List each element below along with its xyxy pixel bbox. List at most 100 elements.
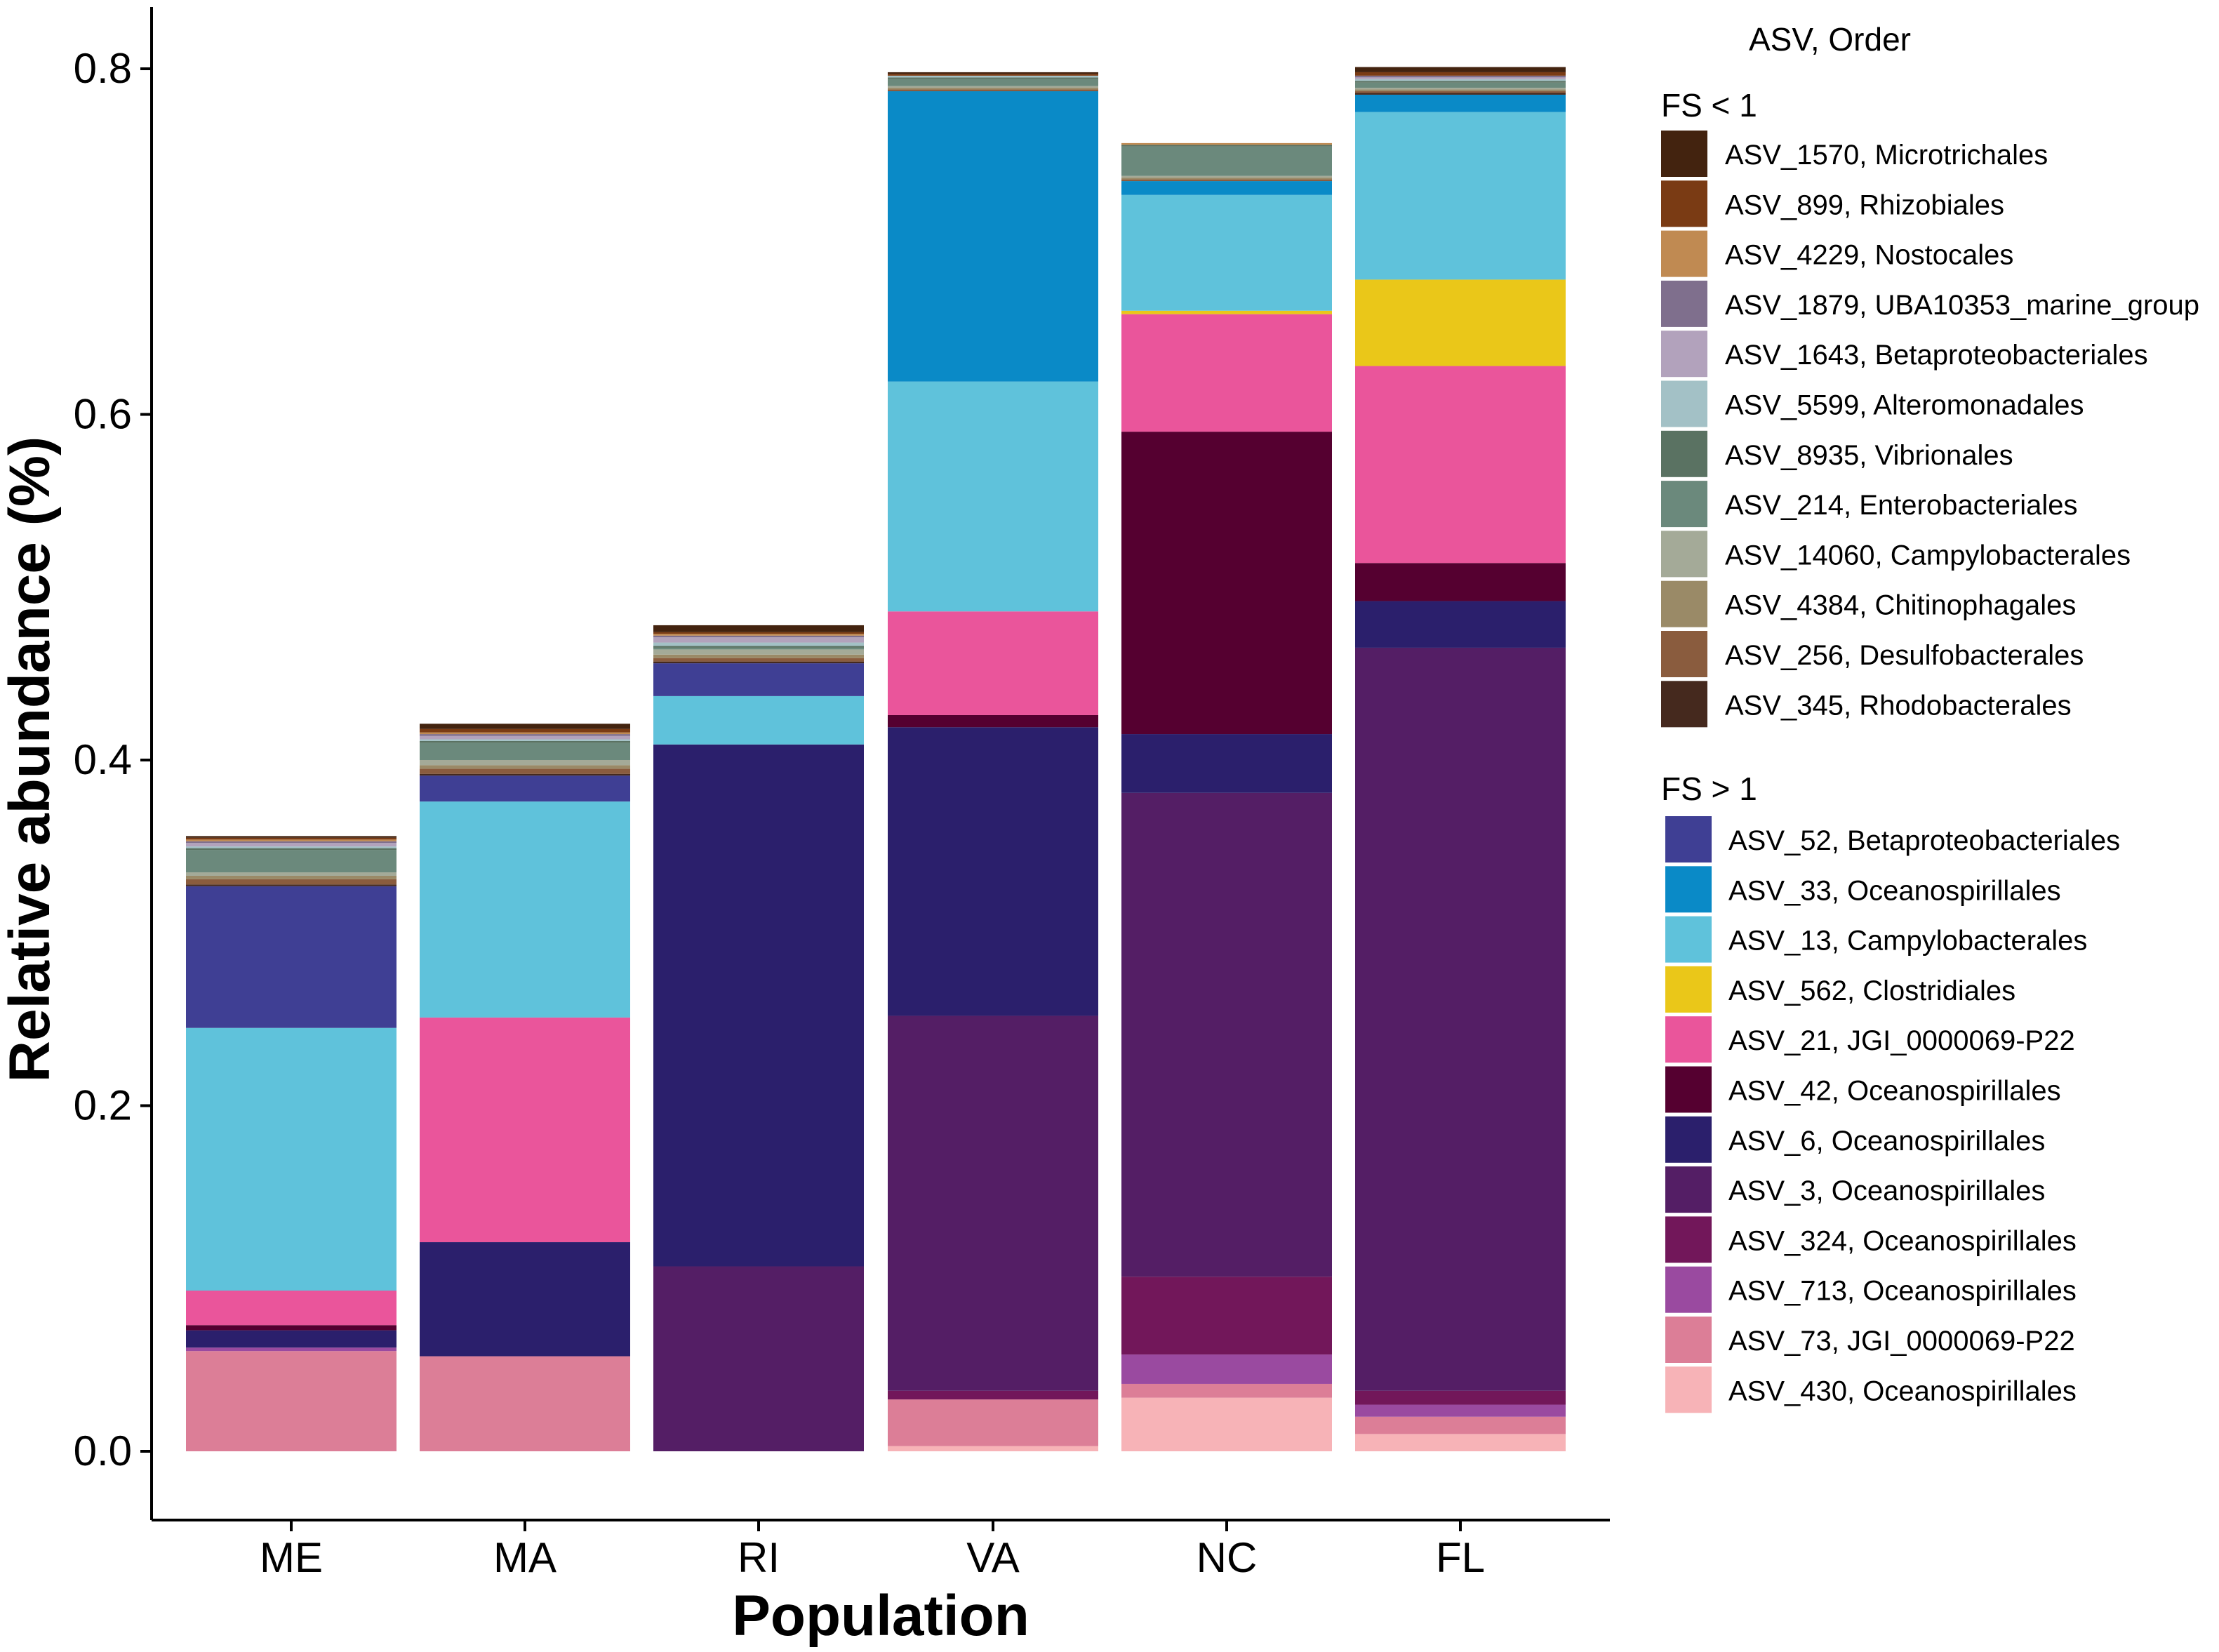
x-axis-title: Population xyxy=(732,1584,1029,1648)
x-tick-label: ME xyxy=(260,1534,323,1581)
legend-key-asv-256 xyxy=(1661,631,1707,677)
legend-key-asv-324 xyxy=(1665,1216,1712,1263)
legend-label: ASV_5599, Alteromonadales xyxy=(1725,390,2084,421)
bar-segment-fl-asv-256 xyxy=(1355,91,1566,93)
bar-segment-nc-asv-4384 xyxy=(1121,178,1332,180)
bar-segment-va-asv-6 xyxy=(888,727,1098,1016)
legend-label: ASV_1570, Microtrichales xyxy=(1725,140,2048,171)
legend-label: ASV_21, JGI_0000069-P22 xyxy=(1728,1025,2075,1056)
bar-segment-va-asv-33 xyxy=(888,91,1098,382)
bar-segment-me-asv-21 xyxy=(186,1290,397,1326)
bar-segment-ma-asv-4384 xyxy=(420,765,630,769)
bar-segment-fl-asv-4384 xyxy=(1355,89,1566,92)
bar-segment-ma-asv-8935 xyxy=(420,740,630,743)
bar-segment-me-asv-5599 xyxy=(186,846,397,848)
bar-segment-fl-asv-1643 xyxy=(1355,77,1566,79)
legend-label: ASV_73, JGI_0000069-P22 xyxy=(1728,1326,2075,1357)
legend-key-asv-1643 xyxy=(1661,331,1707,378)
bar-segment-ri-asv-899 xyxy=(653,632,864,634)
legend-key-asv-345 xyxy=(1661,681,1707,728)
bar-segment-fl-asv-899 xyxy=(1355,72,1566,76)
legend-key-asv-14060 xyxy=(1661,531,1707,578)
bar-stack-va xyxy=(888,72,1098,1451)
y-tick-label: 0.2 xyxy=(74,1082,132,1129)
bar-segment-ri-asv-1879 xyxy=(653,635,864,638)
legend-key-asv-899 xyxy=(1661,180,1707,227)
legend-group-title: FS < 1 xyxy=(1661,87,1757,124)
legend-key-asv-562 xyxy=(1665,966,1712,1013)
y-axis-title: Relative abundance (%) xyxy=(0,437,62,1082)
bar-segment-fl-asv-5599 xyxy=(1355,79,1566,81)
bar-segment-me-asv-214 xyxy=(186,850,397,873)
legend-key-asv-73 xyxy=(1665,1317,1712,1363)
bar-segment-va-asv-256 xyxy=(888,89,1098,92)
bar-segment-va-asv-13 xyxy=(888,381,1098,612)
bar-segment-me-asv-42 xyxy=(186,1325,397,1331)
legend-label: ASV_430, Oceanospirillales xyxy=(1728,1375,2077,1406)
bar-segment-ma-asv-73 xyxy=(420,1356,630,1451)
bar-segment-nc-asv-256 xyxy=(1121,179,1332,182)
bar-segment-me-asv-1879 xyxy=(186,841,397,844)
bar-segment-ma-asv-14060 xyxy=(420,760,630,766)
bar-segment-ri-asv-13 xyxy=(653,695,864,745)
bar-segment-va-asv-4384 xyxy=(888,88,1098,90)
legend-key-asv-6 xyxy=(1665,1116,1712,1163)
bar-segment-fl-asv-13 xyxy=(1355,112,1566,280)
bar-segment-nc-asv-324 xyxy=(1121,1277,1332,1355)
bar-segment-fl-asv-6 xyxy=(1355,601,1566,648)
bar-segment-fl-asv-14060 xyxy=(1355,88,1566,90)
legend-label: ASV_1879, UBA10353_marine_group xyxy=(1725,290,2199,321)
bar-segment-ma-asv-899 xyxy=(420,728,630,733)
legend-key-asv-1570 xyxy=(1661,131,1707,177)
bar-segment-va-asv-430 xyxy=(888,1446,1098,1451)
bar-segment-fl-asv-1879 xyxy=(1355,75,1566,78)
bar-segment-ri-asv-14060 xyxy=(653,649,864,655)
legend-key-asv-4384 xyxy=(1661,580,1707,627)
bar-segment-fl-asv-214 xyxy=(1355,82,1566,88)
bar-segment-ri-asv-214 xyxy=(653,647,864,650)
bar-segment-me-asv-713 xyxy=(186,1347,397,1352)
bar-segment-nc-asv-8935 xyxy=(1121,145,1332,147)
bar-segment-me-asv-256 xyxy=(186,879,397,885)
bar-segment-me-asv-14060 xyxy=(186,872,397,876)
legend-label: ASV_324, Oceanospirillales xyxy=(1728,1225,2077,1256)
bar-segment-ma-asv-13 xyxy=(420,801,630,1018)
bar-segment-ri-asv-256 xyxy=(653,658,864,662)
legend-key-asv-13 xyxy=(1665,916,1712,963)
bar-segment-fl-asv-713 xyxy=(1355,1404,1566,1417)
bar-segment-nc-asv-6 xyxy=(1121,734,1332,793)
bar-stack-nc xyxy=(1121,142,1332,1451)
legend-label: ASV_14060, Campylobacterales xyxy=(1725,540,2131,571)
legend-key-asv-21 xyxy=(1665,1016,1712,1063)
bar-segment-me-asv-73 xyxy=(186,1351,397,1451)
bar-segment-me-asv-1570 xyxy=(186,836,397,838)
bar-segment-nc-asv-562 xyxy=(1121,310,1332,314)
bar-segment-me-asv-1643 xyxy=(186,843,397,847)
bar-segment-va-asv-214 xyxy=(888,79,1098,86)
bar-segment-me-asv-8935 xyxy=(186,848,397,851)
bar-segment-nc-asv-4229 xyxy=(1121,142,1332,145)
y-tick-label: 0.6 xyxy=(74,391,132,438)
legend-title: ASV, Order xyxy=(1749,21,1911,58)
bar-segment-fl-asv-1570 xyxy=(1355,67,1566,72)
legend-key-asv-3 xyxy=(1665,1166,1712,1213)
bar-segment-ma-asv-1570 xyxy=(420,724,630,729)
bar-segment-ma-asv-21 xyxy=(420,1017,630,1243)
bar-segment-ri-asv-8935 xyxy=(653,646,864,648)
bar-segment-ri-asv-1570 xyxy=(653,625,864,632)
bar-segment-nc-asv-713 xyxy=(1121,1354,1332,1384)
x-tick-label: NC xyxy=(1197,1534,1258,1581)
legend-label: ASV_52, Betaproteobacteriales xyxy=(1728,825,2120,856)
bar-segment-ma-asv-1879 xyxy=(420,734,630,736)
bar-segment-ri-asv-345 xyxy=(653,661,864,664)
bar-segment-ri-asv-6 xyxy=(653,744,864,1267)
legend-key-asv-42 xyxy=(1665,1066,1712,1113)
bar-segment-fl-asv-562 xyxy=(1355,279,1566,366)
bar-segment-ma-asv-6 xyxy=(420,1242,630,1357)
legend-label: ASV_713, Oceanospirillales xyxy=(1728,1276,2077,1307)
bar-segment-me-asv-52 xyxy=(186,886,397,1028)
legend-label: ASV_3, Oceanospirillales xyxy=(1728,1175,2045,1206)
bar-segment-fl-asv-73 xyxy=(1355,1416,1566,1434)
legend-label: ASV_33, Oceanospirillales xyxy=(1728,875,2061,906)
